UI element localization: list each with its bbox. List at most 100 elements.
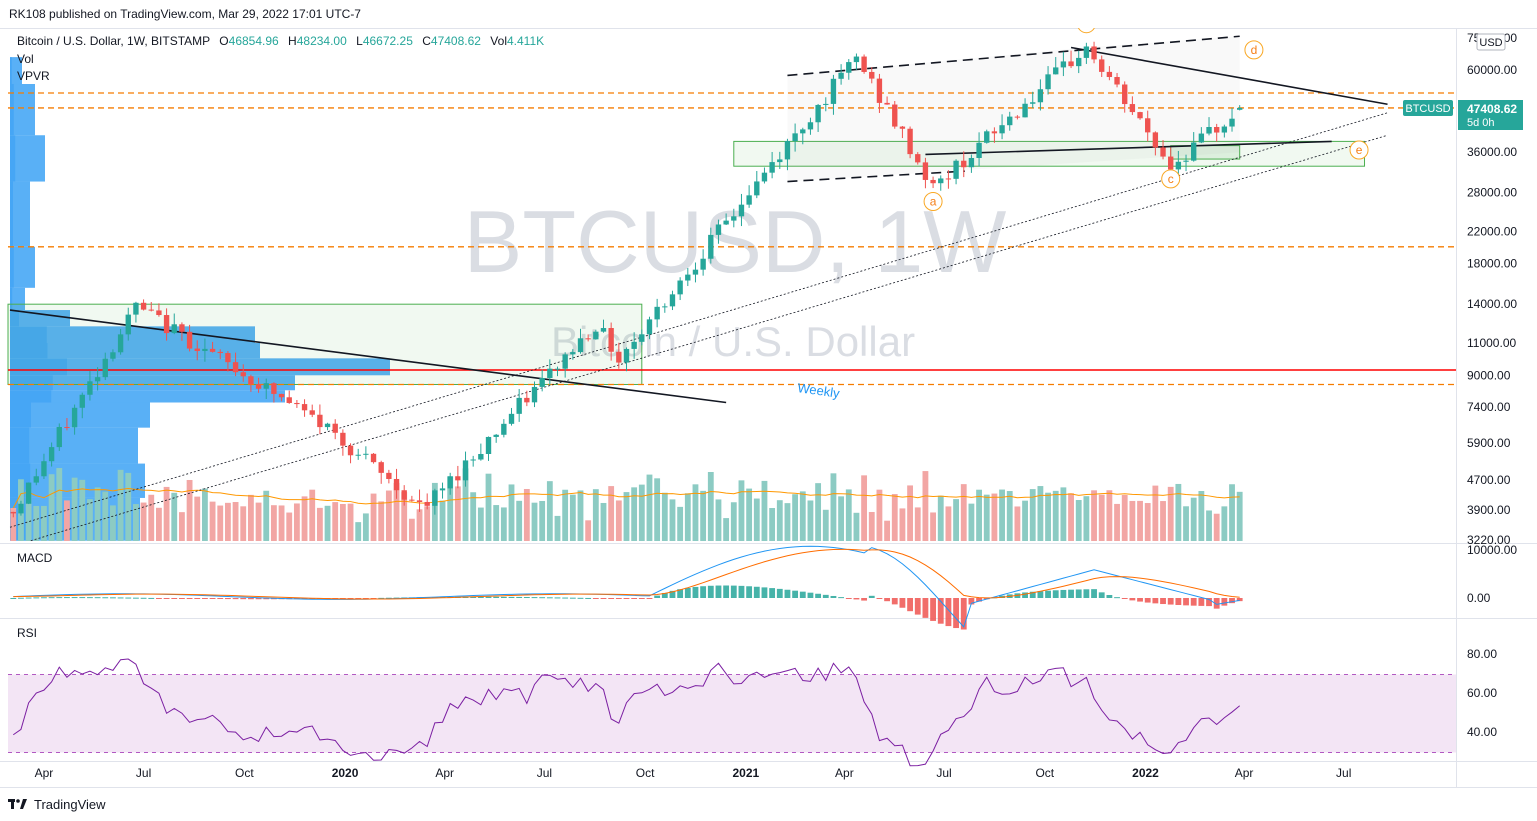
tradingview-logo-icon	[8, 799, 27, 809]
candle-body	[1030, 102, 1036, 104]
candle-body	[662, 306, 668, 308]
candle-body	[846, 62, 852, 73]
macd-histogram-bar	[807, 592, 814, 598]
volume-bar	[408, 518, 415, 541]
time-tick: 2022	[1132, 766, 1159, 780]
macd-histogram-bar	[1060, 589, 1067, 598]
published-header: RK108 published on TradingView.com, Mar …	[9, 7, 361, 21]
footer[interactable]: TradingView	[8, 795, 106, 813]
currency-badge[interactable]	[1476, 33, 1506, 51]
candle-body	[332, 423, 338, 433]
candle-body	[769, 162, 775, 173]
time-tick: 2020	[332, 766, 359, 780]
candle-body	[33, 476, 39, 483]
candle-body	[631, 341, 637, 349]
candle-body	[938, 178, 944, 184]
macd-histogram-bar	[723, 585, 730, 598]
volume-bar	[1198, 491, 1205, 541]
candle-body	[953, 160, 959, 179]
volume-ma-line	[12, 487, 1240, 509]
volume-bar	[301, 496, 308, 541]
candle-body	[524, 397, 530, 403]
volume-bar	[439, 500, 446, 541]
volume-bar	[1167, 486, 1174, 541]
macd-title[interactable]: MACD	[17, 551, 53, 565]
candle-body	[340, 432, 346, 446]
macd-histogram-bar	[585, 597, 592, 599]
time-axis[interactable]: Apr Jul Oct 2020 Apr Jul Oct 2021 Apr Jul Oct 2022 A…	[35, 766, 1352, 780]
candle-body	[930, 179, 936, 184]
volume-bar	[822, 509, 829, 541]
candle-body	[1198, 133, 1205, 143]
volume-bar	[117, 469, 124, 541]
candlesticks	[10, 41, 1243, 518]
candle-body	[248, 376, 254, 385]
volume-bar	[309, 489, 316, 541]
macd-histogram-bar	[1236, 598, 1243, 602]
vpvr-bar	[10, 57, 22, 85]
rsi-band	[8, 674, 1456, 753]
macd-histogram-bar	[761, 587, 768, 598]
volume-bar	[286, 512, 293, 541]
volume-bar	[623, 492, 630, 541]
time-tick: Jul	[1336, 766, 1351, 780]
macd-histogram-bar	[240, 598, 247, 600]
price-tick: 18000.00	[1467, 257, 1517, 271]
legend-indicator-vol[interactable]: Vol	[17, 52, 34, 66]
candle-body	[823, 103, 829, 105]
wave-labels: a b c d e	[923, 17, 1369, 212]
volume-bar	[715, 499, 722, 541]
volume-bar	[140, 502, 147, 541]
rsi-title[interactable]: RSI	[17, 626, 37, 640]
volume-bar	[654, 478, 661, 541]
volume-bar	[723, 518, 730, 541]
volume-bar	[646, 474, 653, 541]
channel-bottom-dashed	[787, 170, 965, 183]
candle-body	[669, 294, 676, 307]
macd-histogram-bar	[692, 586, 699, 598]
candle-body	[209, 348, 216, 352]
macd-histogram-bar	[845, 598, 852, 599]
macd-histogram-bar	[792, 590, 799, 598]
macd-histogram-bar	[64, 597, 70, 599]
volume-bar	[830, 473, 837, 541]
volume-bar	[87, 499, 93, 541]
candle-body	[447, 476, 453, 489]
vpvr-bar	[10, 135, 45, 182]
volume-bar	[25, 489, 32, 541]
candle-body	[830, 78, 837, 104]
volume-bar	[1183, 506, 1189, 541]
candle-body	[570, 352, 576, 355]
candle-body	[393, 478, 400, 491]
volume-bar	[355, 522, 362, 541]
candle-body	[508, 413, 515, 424]
time-axis-bottom	[0, 787, 1537, 788]
volume-bar	[983, 494, 990, 541]
macd-histogram-bar	[631, 598, 638, 599]
candle-body	[616, 351, 622, 363]
candle-body	[117, 334, 124, 353]
macd-histogram-bar	[592, 598, 599, 599]
volume-bar	[707, 472, 714, 541]
volume-bar	[485, 473, 492, 541]
macd-histogram-bar	[33, 597, 40, 599]
macd-histogram-bar	[18, 597, 24, 599]
macd-histogram-bar	[493, 596, 500, 598]
vpvr-bar-light	[10, 246, 14, 288]
main-macd-separator	[0, 543, 1537, 544]
vpvr-bar	[10, 375, 295, 391]
volume-bar	[79, 479, 86, 541]
volume-bar	[861, 475, 868, 541]
legend-high: 48234.00	[297, 34, 347, 48]
candle-body	[562, 354, 568, 369]
last-price: 47408.62	[1467, 102, 1517, 116]
candle-body	[232, 362, 239, 373]
legend-indicator-vpvr[interactable]: VPVR	[17, 69, 50, 83]
volume-bar	[976, 489, 982, 541]
volume-bar	[914, 507, 921, 541]
volume-bar	[960, 484, 967, 541]
volume-bar	[370, 493, 377, 541]
wave-label: b	[1083, 17, 1090, 31]
macd-histogram-bar	[1183, 598, 1189, 606]
